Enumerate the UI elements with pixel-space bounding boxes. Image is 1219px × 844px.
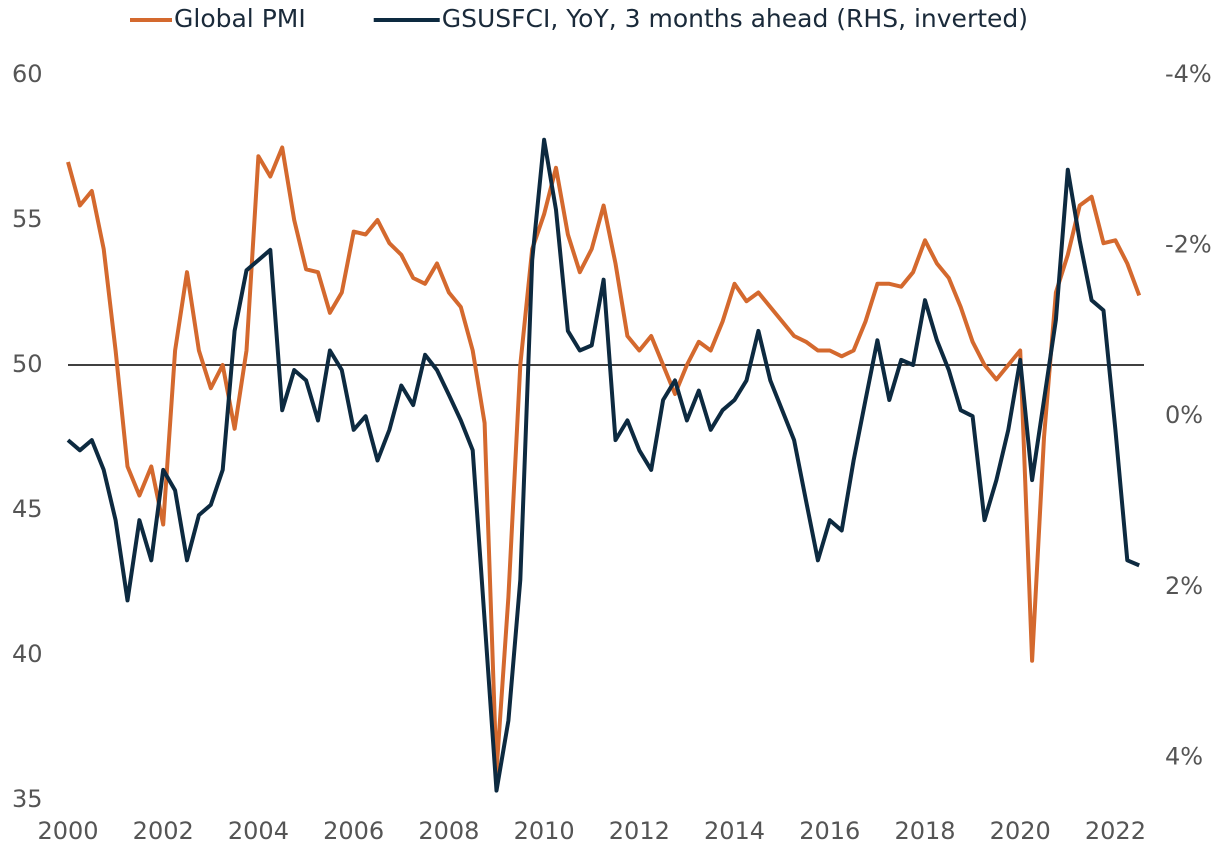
x-tick-label: 2002 <box>133 817 194 844</box>
x-tick-label: 2012 <box>609 817 670 844</box>
x-tick-label: 2010 <box>514 817 575 844</box>
y-tick-label: 55 <box>12 205 43 233</box>
x-tick-label: 2014 <box>704 817 765 844</box>
x-tick-label: 2004 <box>228 817 289 844</box>
y2-tick-label: 2% <box>1165 572 1203 600</box>
x-tick-label: 2018 <box>894 817 955 844</box>
y-tick-label: 35 <box>12 785 43 813</box>
legend-label: GSUSFCI, YoY, 3 months ahead (RHS, inver… <box>442 4 1028 33</box>
series-line <box>66 145 1142 773</box>
x-tick-label: 2008 <box>418 817 479 844</box>
x-tick-label: 2022 <box>1085 817 1146 844</box>
y2-tick-label: -2% <box>1165 231 1212 259</box>
legend-label: Global PMI <box>174 4 306 33</box>
y2-tick-label: 0% <box>1165 401 1203 429</box>
y2-tick-label: -4% <box>1165 60 1212 88</box>
y-tick-label: 50 <box>12 350 43 378</box>
y2-tick-label: 4% <box>1165 742 1203 770</box>
y-tick-label: 60 <box>12 60 43 88</box>
series-line <box>66 137 1140 793</box>
x-tick-label: 2000 <box>37 817 98 844</box>
x-tick-label: 2006 <box>323 817 384 844</box>
y-tick-label: 45 <box>12 495 43 523</box>
x-tick-label: 2016 <box>799 817 860 844</box>
y-tick-label: 40 <box>12 640 43 668</box>
x-tick-label: 2020 <box>990 817 1051 844</box>
